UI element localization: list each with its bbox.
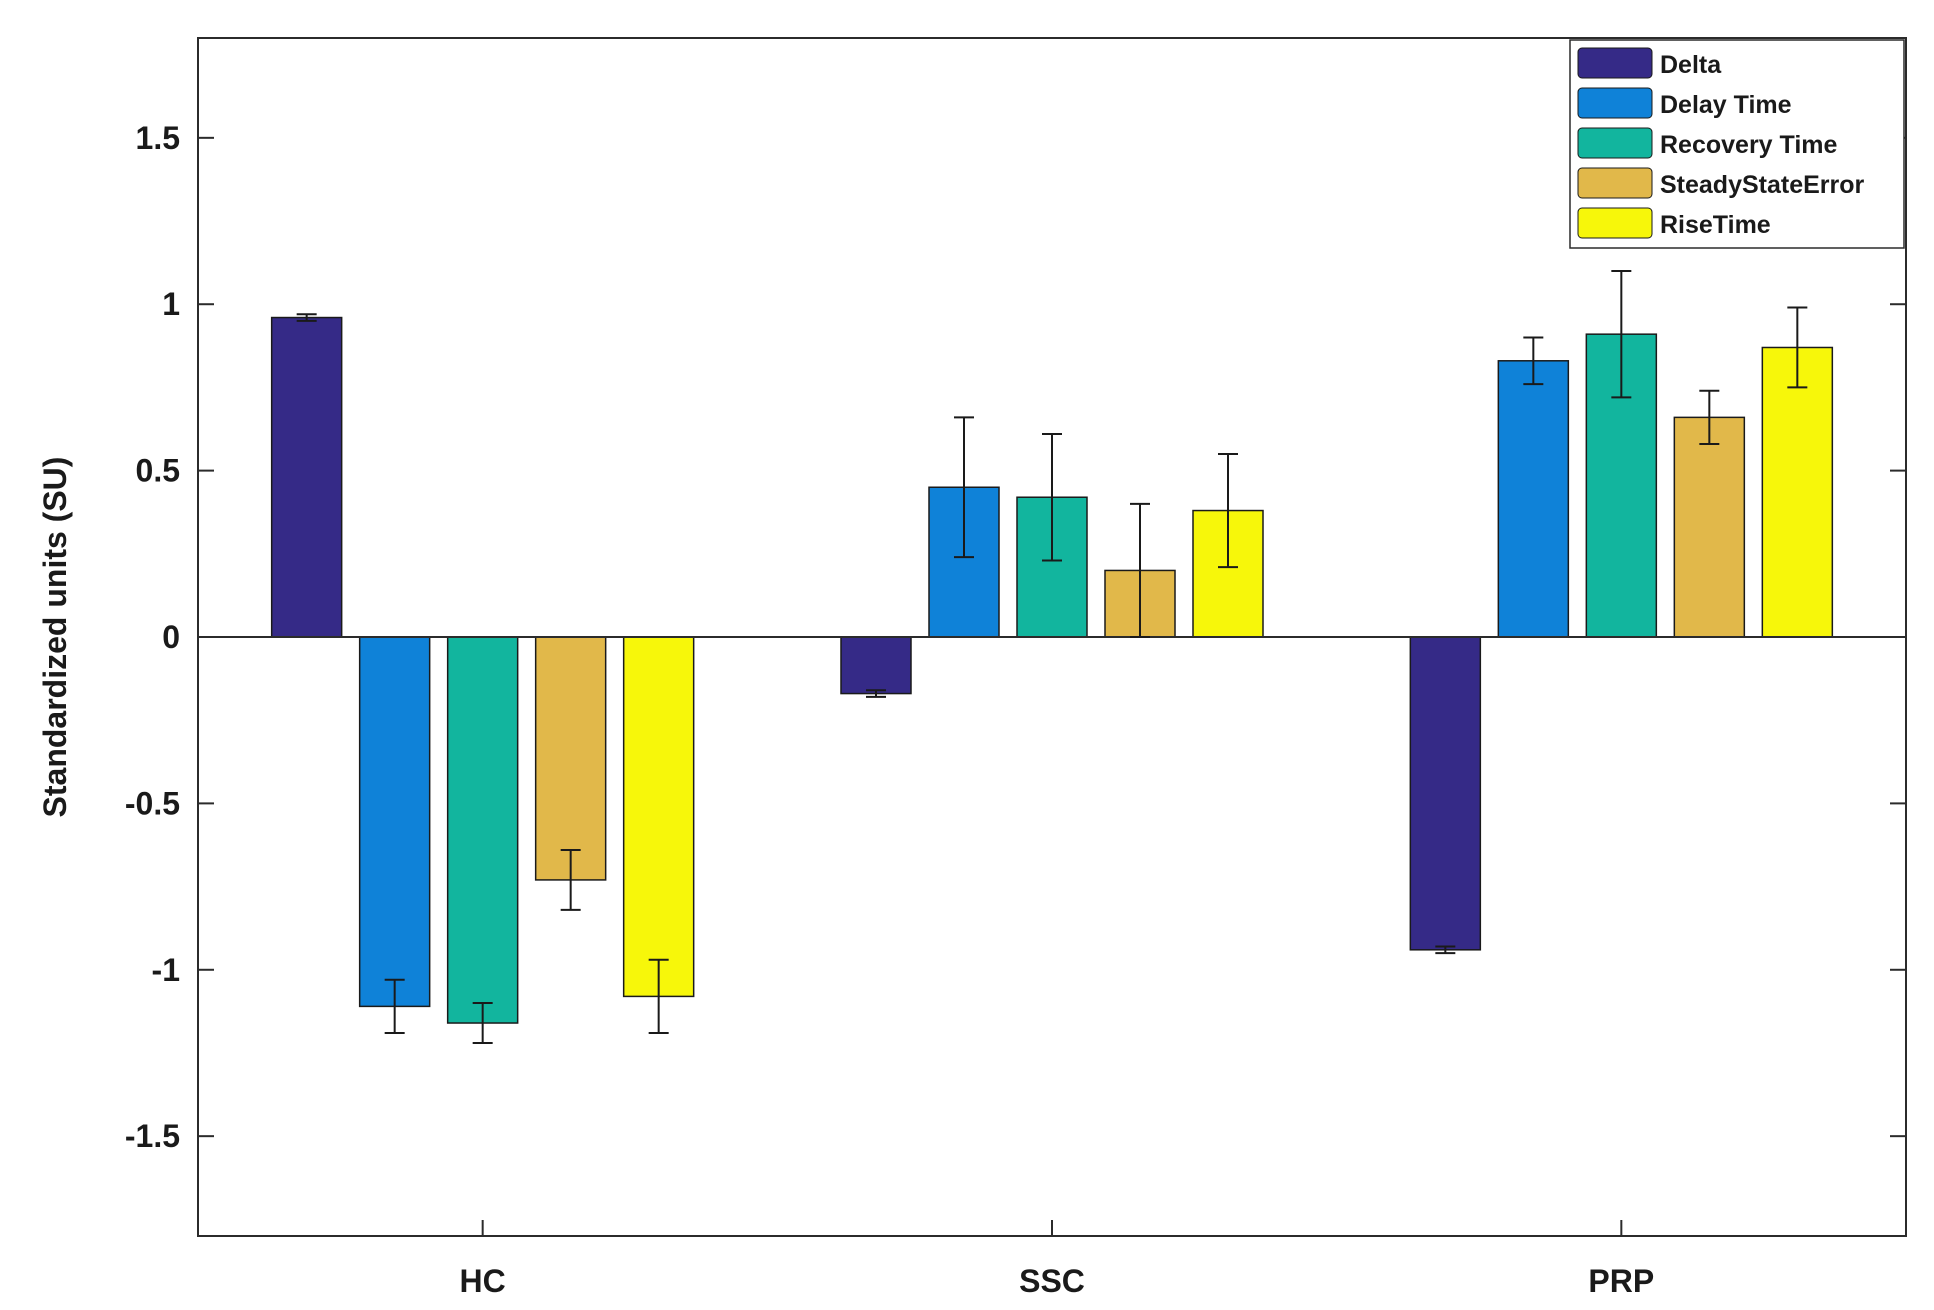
bar-ssc-delta — [840, 636, 912, 695]
bars-layer — [270, 316, 1834, 1024]
legend-label: Delay Time — [1660, 91, 1792, 119]
error-bar-prp-delay-time — [1523, 336, 1544, 386]
error-bar-ssc-risetime — [1218, 452, 1238, 569]
x-tick-label: PRP — [1588, 1263, 1654, 1299]
legend-label: Recovery Time — [1660, 131, 1838, 159]
legend: Delta Delay Time Recovery Time SteadyStateE… — [1569, 39, 1905, 249]
axis-ticks: HC SSC PRP -1.5 -1 -0.5 0 0.5 1 1.5 — [125, 120, 1906, 1299]
legend-swatch — [1577, 207, 1653, 239]
error-bar-hc-recovery-time — [472, 1002, 493, 1044]
error-bar-prp-risetime — [1787, 306, 1808, 389]
x-tick-label: HC — [460, 1263, 506, 1299]
error-bar-hc-delay-time — [384, 978, 405, 1035]
error-bar-hc-delta — [296, 313, 317, 322]
legend-label: RiseTime — [1660, 211, 1771, 239]
legend-swatch — [1577, 167, 1653, 199]
bar-hc-steadystateerror — [534, 636, 607, 881]
bar-hc-delta — [270, 316, 343, 638]
error-bar-ssc-steadystateerror — [1130, 502, 1150, 638]
legend-label: SteadyStateError — [1660, 171, 1865, 199]
y-tick-label: 0 — [162, 619, 180, 655]
legend-swatch — [1577, 87, 1653, 119]
error-bar-prp-steadystateerror — [1699, 389, 1720, 445]
bar-prp-risetime — [1761, 346, 1834, 638]
legend-swatch — [1577, 47, 1653, 79]
legend-label: Delta — [1660, 51, 1722, 79]
y-tick-label: -0.5 — [125, 785, 180, 821]
bar-hc-risetime — [622, 636, 695, 998]
error-bars-layer — [296, 269, 1808, 1044]
error-bar-ssc-delta — [866, 689, 886, 698]
bar-prp-steadystateerror — [1673, 416, 1746, 638]
error-bar-prp-recovery-time — [1611, 269, 1632, 399]
error-bar-ssc-recovery-time — [1042, 433, 1062, 562]
error-bar-prp-delta — [1435, 945, 1456, 955]
y-tick-label: 1.5 — [136, 120, 180, 156]
y-tick-label: 0.5 — [136, 453, 180, 489]
legend-swatch — [1577, 127, 1653, 159]
error-bar-hc-steadystateerror — [560, 848, 581, 911]
bar-prp-delta — [1409, 636, 1482, 951]
x-tick-label: SSC — [1019, 1263, 1085, 1299]
y-tick-label: 1 — [162, 286, 180, 322]
bar-hc-delay-time — [358, 636, 431, 1008]
error-bar-hc-risetime — [648, 958, 669, 1035]
y-tick-label: -1 — [152, 952, 180, 988]
y-tick-label: -1.5 — [125, 1118, 180, 1154]
y-axis-title: Standardized units (SU) — [37, 457, 73, 818]
error-bar-ssc-delay-time — [954, 416, 974, 559]
bar-hc-recovery-time — [446, 636, 519, 1024]
bar-prp-delay-time — [1497, 360, 1570, 638]
